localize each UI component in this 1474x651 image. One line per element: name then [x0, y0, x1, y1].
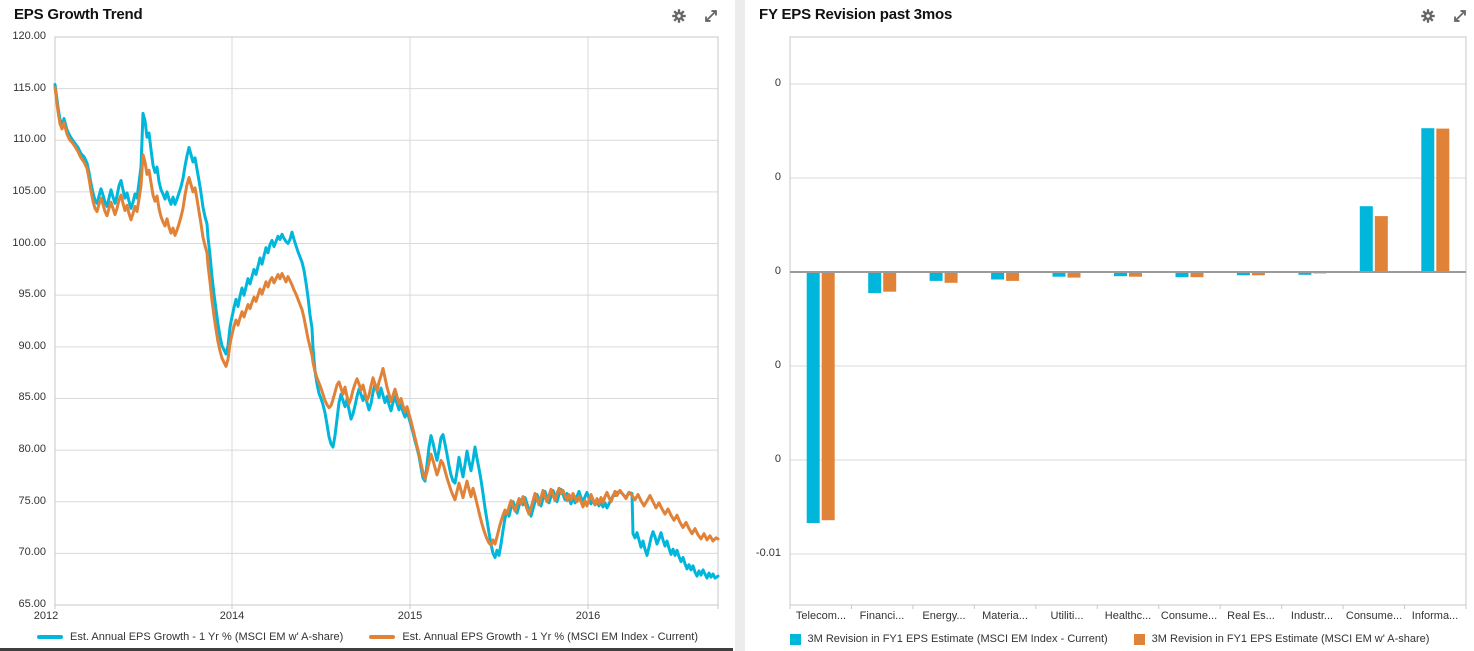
y-tick-label: 75.00	[18, 495, 46, 507]
expand-icon[interactable]	[1451, 7, 1469, 25]
bar-orange	[944, 272, 958, 283]
legend-label: 3M Revision in FY1 EPS Estimate (MSCI EM…	[807, 633, 1108, 645]
bar-orange	[1129, 272, 1142, 277]
bar-cyan	[1114, 272, 1127, 277]
legend-label: Est. Annual EPS Growth - 1 Yr % (MSCI EM…	[69, 631, 344, 643]
orange-line-swatch	[369, 635, 396, 639]
bar-cyan	[991, 272, 1005, 280]
y-tick-label: 80.00	[18, 443, 46, 455]
cyan-line-swatch	[36, 635, 63, 639]
revision-bar-chart	[789, 36, 1467, 609]
y-tick-label: 0	[774, 265, 781, 277]
category-label: Real Es...	[1227, 610, 1275, 622]
bar-cyan	[806, 272, 820, 523]
gear-icon[interactable]	[1419, 7, 1437, 25]
legend-label: Est. Annual EPS Growth - 1 Yr % (MSCI EM…	[402, 631, 698, 643]
legend-item-a-share[interactable]: 3M Revision in FY1 EPS Estimate (MSCI EM…	[1133, 633, 1430, 645]
y-tick-label: -0.01	[755, 547, 781, 559]
y-tick-label: 0	[774, 171, 781, 183]
bar-cyan	[1236, 272, 1250, 276]
bar-orange	[1436, 128, 1450, 272]
bar-cyan	[1421, 128, 1435, 272]
orange-square-swatch	[1133, 633, 1145, 645]
eps-growth-trend-panel: EPS Growth Trend 120.00 115.00 110.00 105.0…	[0, 0, 735, 651]
y-tick-label: 70.00	[18, 546, 46, 558]
category-label: Financi...	[859, 610, 905, 622]
y-tick-label: 115.00	[13, 82, 46, 94]
y-tick-label: 120.00	[12, 30, 46, 42]
category-label: Telecom...	[795, 610, 847, 622]
legend-item-index-current[interactable]: 3M Revision in FY1 EPS Estimate (MSCI EM…	[789, 633, 1108, 645]
fy-eps-revision-panel: FY EPS Revision past 3mos 0 0 0 0 0 -0.01 Tel…	[745, 0, 1474, 651]
bar-cyan	[1175, 272, 1189, 278]
legend-item-a-share[interactable]: Est. Annual EPS Growth - 1 Yr % (MSCI EM…	[36, 631, 344, 643]
bar-cyan	[1298, 272, 1312, 275]
y-tick-label: 95.00	[18, 288, 46, 300]
right-legend: 3M Revision in FY1 EPS Estimate (MSCI EM…	[745, 633, 1474, 645]
bar-orange	[1190, 272, 1204, 278]
x-tick-label: 2014	[219, 610, 245, 622]
y-tick-label: 100.00	[12, 237, 46, 249]
panel-bottom-border	[0, 648, 733, 651]
series-line-cyan	[53, 83, 720, 580]
bar-cyan	[868, 272, 882, 294]
y-tick-label: 85.00	[18, 391, 46, 403]
category-label: Consume...	[1160, 610, 1218, 622]
y-tick-label: 65.00	[18, 598, 46, 610]
y-tick-label: 0	[774, 77, 781, 89]
y-tick-label: 90.00	[18, 340, 46, 352]
left-legend: Est. Annual EPS Growth - 1 Yr % (MSCI EM…	[0, 631, 735, 643]
legend-item-index-current[interactable]: Est. Annual EPS Growth - 1 Yr % (MSCI EM…	[369, 631, 698, 643]
bar-orange	[1374, 216, 1388, 272]
panel-divider	[735, 0, 745, 651]
gear-icon[interactable]	[670, 7, 688, 25]
cyan-square-swatch	[789, 633, 801, 645]
bar-orange	[1006, 272, 1020, 281]
bar-cyan	[929, 272, 943, 281]
category-label: Informa...	[1411, 610, 1459, 622]
legend-label: 3M Revision in FY1 EPS Estimate (MSCI EM…	[1151, 633, 1430, 645]
bar-orange	[1251, 272, 1265, 276]
series-line-orange	[53, 86, 720, 547]
bar-cyan	[1359, 206, 1373, 272]
bar-orange	[883, 272, 897, 292]
plot-border	[54, 36, 719, 606]
plot-border	[789, 36, 1467, 606]
eps-growth-chart	[53, 36, 720, 609]
y-tick-label: 105.00	[12, 185, 46, 197]
x-tick-label: 2016	[575, 610, 601, 622]
category-label: Energy...	[922, 610, 966, 622]
category-label: Healthc...	[1104, 610, 1152, 622]
expand-icon[interactable]	[702, 7, 720, 25]
category-label: Materia...	[982, 610, 1028, 622]
x-tick-label: 2012	[33, 610, 59, 622]
bar-orange	[821, 272, 835, 521]
right-panel-title: FY EPS Revision past 3mos	[759, 6, 953, 23]
y-tick-label: 0	[774, 453, 781, 465]
category-label: Consume...	[1345, 610, 1403, 622]
x-tick-label: 2015	[397, 610, 423, 622]
category-label: Utiliti...	[1050, 610, 1084, 622]
bar-cyan	[1052, 272, 1066, 277]
y-tick-label: 0	[774, 359, 781, 371]
left-panel-title: EPS Growth Trend	[14, 6, 143, 23]
category-label: Industr...	[1290, 610, 1334, 622]
bar-orange	[1067, 272, 1081, 278]
y-tick-label: 110.00	[13, 133, 46, 145]
